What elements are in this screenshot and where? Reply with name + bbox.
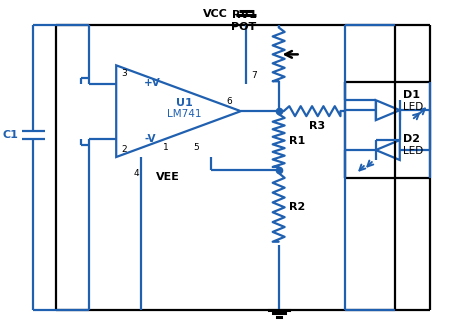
Text: U1: U1 bbox=[176, 98, 193, 108]
Text: RV1: RV1 bbox=[232, 9, 257, 20]
Text: R3: R3 bbox=[309, 121, 325, 131]
Text: 7: 7 bbox=[251, 71, 256, 80]
Text: LM741: LM741 bbox=[167, 109, 202, 119]
Text: POT: POT bbox=[231, 22, 257, 32]
Text: R1: R1 bbox=[289, 136, 305, 146]
Text: 5: 5 bbox=[193, 143, 199, 152]
Text: LED: LED bbox=[403, 102, 423, 112]
Text: R2: R2 bbox=[289, 202, 305, 212]
Text: D2: D2 bbox=[403, 134, 420, 144]
Text: LED: LED bbox=[403, 146, 423, 156]
Text: 2: 2 bbox=[121, 145, 127, 154]
Text: VCC: VCC bbox=[203, 8, 228, 19]
Text: 4: 4 bbox=[133, 169, 139, 178]
Text: VEE: VEE bbox=[156, 172, 180, 182]
Text: +V: +V bbox=[144, 78, 161, 88]
Text: 3: 3 bbox=[121, 69, 127, 78]
Text: C1: C1 bbox=[3, 130, 18, 140]
Text: 1: 1 bbox=[163, 143, 169, 152]
Text: 6: 6 bbox=[226, 97, 232, 106]
Text: -V: -V bbox=[144, 134, 155, 144]
Text: D1: D1 bbox=[403, 90, 420, 100]
